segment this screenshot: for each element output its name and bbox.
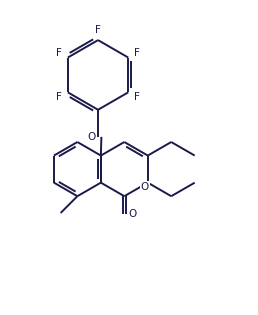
Text: F: F bbox=[57, 48, 62, 58]
Text: F: F bbox=[134, 48, 140, 58]
Text: O: O bbox=[87, 132, 96, 142]
Text: F: F bbox=[57, 92, 62, 102]
Text: F: F bbox=[95, 25, 101, 35]
Text: O: O bbox=[141, 182, 149, 192]
Text: F: F bbox=[134, 92, 140, 102]
Text: O: O bbox=[128, 209, 136, 219]
